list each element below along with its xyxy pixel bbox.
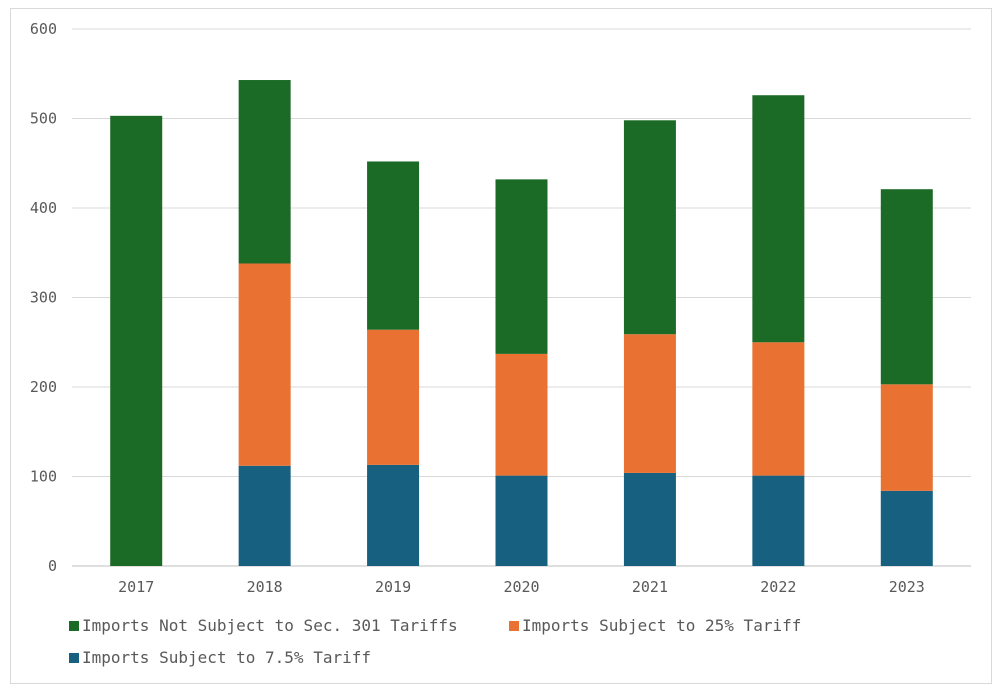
legend-swatch: [69, 653, 79, 663]
legend-swatch: [509, 621, 519, 631]
bar-2022-series-0: [752, 475, 805, 566]
x-tick-label: 2020: [503, 578, 539, 596]
bar-2023-series-0: [880, 490, 933, 566]
x-tick-label: 2022: [760, 578, 796, 596]
y-tick-label: 100: [30, 468, 57, 486]
bar-2017-series-2: [110, 115, 163, 566]
bar-2022-series-2: [752, 95, 805, 343]
legend-swatch: [69, 621, 79, 631]
x-tick-label: 2021: [632, 578, 668, 596]
bar-2022-series-1: [752, 342, 805, 476]
bar-2020-series-2: [495, 179, 548, 354]
x-tick-label: 2019: [375, 578, 411, 596]
bar-2018-series-2: [238, 80, 291, 264]
bar-2021-series-2: [623, 120, 676, 335]
bar-2018-series-0: [238, 465, 291, 566]
x-tick-label: 2023: [889, 578, 925, 596]
bar-2018-series-1: [238, 263, 291, 466]
y-axis-ticks: 0 100 200 300 400 500 600: [30, 20, 57, 575]
bars: [110, 80, 933, 566]
legend-label: Imports Not Subject to Sec. 301 Tariffs: [82, 616, 458, 635]
bar-2020-series-0: [495, 475, 548, 566]
y-tick-label: 0: [48, 557, 57, 575]
legend: Imports Not Subject to Sec. 301 Tariffs I…: [69, 616, 801, 667]
bar-2019-series-1: [367, 329, 420, 465]
y-tick-label: 600: [30, 20, 57, 38]
y-tick-label: 500: [30, 110, 57, 128]
bar-2023-series-1: [880, 384, 933, 491]
legend-label: Imports Subject to 7.5% Tariff: [82, 648, 371, 667]
y-tick-label: 200: [30, 378, 57, 396]
x-axis-ticks: 2017 2018 2019 2020 2021 2022 2023: [118, 578, 925, 596]
y-tick-label: 300: [30, 289, 57, 307]
bar-2019-series-2: [367, 161, 420, 330]
bar-2020-series-1: [495, 353, 548, 476]
x-tick-label: 2018: [247, 578, 283, 596]
bar-2021-series-1: [623, 334, 676, 473]
bar-2021-series-0: [623, 472, 676, 566]
bar-2023-series-2: [880, 189, 933, 385]
x-tick-label: 2017: [118, 578, 154, 596]
y-tick-label: 400: [30, 199, 57, 217]
legend-label: Imports Subject to 25% Tariff: [522, 616, 801, 635]
bar-2019-series-0: [367, 464, 420, 566]
